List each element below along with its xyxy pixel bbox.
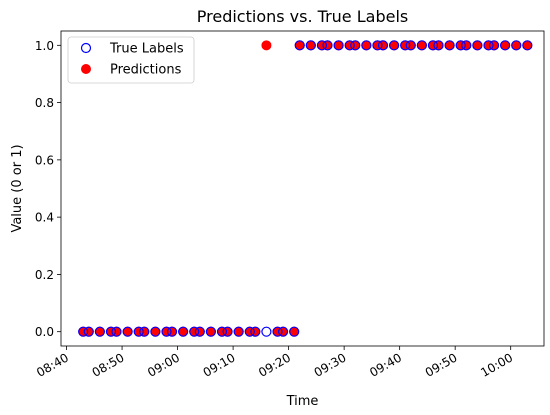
true-label-point [433, 40, 444, 51]
true-label-point [400, 40, 411, 51]
true-label-point [122, 326, 133, 337]
legend-true-labels-marker [80, 42, 92, 54]
true-label-point [105, 326, 117, 337]
true-label-point [216, 326, 228, 337]
true-label-point [461, 40, 472, 51]
true-label-point [133, 326, 144, 337]
true-label-point [361, 40, 372, 51]
true-label-point [289, 326, 300, 337]
true-label-point [344, 40, 355, 51]
true-label-point [189, 326, 200, 337]
true-label-point [205, 326, 216, 337]
true-label-point [272, 326, 283, 337]
true-label-point [405, 40, 416, 51]
true-label-point [427, 40, 439, 51]
true-label-point [139, 326, 150, 337]
true-label-point [500, 40, 511, 51]
true-label-point [83, 326, 94, 337]
true-label-point [233, 326, 244, 337]
legend-predictions-text: Predictions [110, 63, 182, 78]
true-label-point [350, 40, 361, 51]
true-label-point [522, 40, 533, 51]
legend: True Labels Predictions [67, 36, 195, 84]
y-axis-ticks: 0.0 0.2 0.4 0.6 0.8 1.0 [35, 39, 61, 339]
prediction-point [261, 40, 272, 51]
true-label-point [244, 326, 255, 337]
true-label-point [150, 326, 161, 337]
true-label-point [94, 326, 105, 337]
true-label-point [277, 326, 289, 337]
y-tick-label: 0.6 [35, 153, 54, 167]
true-label-point [111, 326, 122, 337]
true-label-point [166, 326, 178, 337]
legend-frame [67, 36, 195, 84]
true-label-point [194, 326, 205, 337]
plot-area-frame [60, 30, 545, 347]
legend-predictions-marker [81, 64, 91, 74]
true-label-point [483, 40, 494, 51]
true-label-markers [78, 40, 533, 337]
true-label-point [161, 326, 172, 337]
true-label-point [250, 326, 261, 337]
true-label-point [178, 326, 189, 337]
true-label-point [455, 40, 466, 51]
y-tick-label: 0.8 [35, 96, 54, 110]
true-label-point [444, 40, 455, 51]
true-label-point [488, 40, 500, 51]
true-label-point [261, 326, 272, 337]
true-label-point [472, 40, 483, 51]
chart-title: Predictions vs. True Labels [197, 7, 408, 26]
true-label-point [333, 40, 344, 51]
true-label-point [511, 40, 522, 51]
true-label-point [322, 40, 333, 51]
x-axis-label: Time [286, 394, 319, 409]
true-label-point [372, 40, 383, 51]
true-label-point [294, 40, 305, 51]
y-tick-label: 0.4 [35, 211, 54, 225]
true-label-point [316, 40, 328, 51]
true-label-point [305, 40, 316, 51]
true-label-point [389, 40, 400, 51]
y-tick-label: 1.0 [35, 39, 54, 53]
y-tick-label: 0.0 [35, 325, 54, 339]
y-tick-label: 0.2 [35, 268, 54, 282]
true-label-point [377, 40, 389, 51]
true-label-point [78, 326, 89, 337]
legend-true-labels-text: True Labels [109, 42, 184, 57]
true-label-point [222, 326, 233, 337]
true-label-point [416, 40, 427, 51]
y-axis-label: Value (0 or 1) [10, 144, 25, 232]
